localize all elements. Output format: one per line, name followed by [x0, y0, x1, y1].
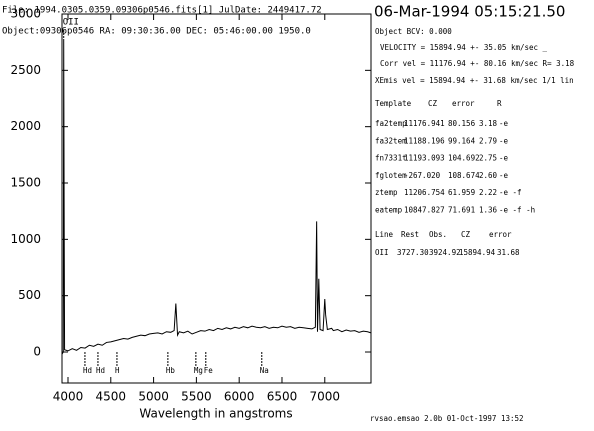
table-header: CZ — [428, 99, 438, 108]
table-cell: 2.22 — [479, 188, 497, 197]
table-cell: eatemp — [375, 206, 403, 215]
table-cell: -e — [499, 119, 509, 128]
table-cell: fglotem — [375, 171, 407, 180]
line-label: Hd — [96, 366, 105, 375]
table-cell: 3.18 — [479, 119, 498, 128]
table-cell: 80.156 — [448, 119, 476, 128]
line-label: Mg — [194, 366, 203, 375]
table-cell: 2.60 — [479, 171, 498, 180]
table-cell: ztemp — [375, 188, 398, 197]
y-tick-label: 2000 — [10, 119, 41, 133]
y-tick-label: 1500 — [10, 176, 41, 190]
line-label: OII — [63, 18, 79, 28]
velocity: VELOCITY = 15894.94 +- 35.05 km/sec _ — [380, 43, 548, 52]
table-cell: -e -f — [499, 188, 522, 197]
table-cell: 11193.093 — [404, 154, 445, 163]
table-header: error — [452, 99, 475, 108]
table-header: Rest — [401, 230, 419, 239]
x-tick-label: 6500 — [267, 390, 298, 404]
table-cell: 2.79 — [479, 136, 497, 145]
y-tick-label: 1000 — [10, 232, 41, 246]
line-label: H — [115, 366, 120, 375]
table-cell: fa32tem — [375, 136, 407, 145]
table-header: CZ — [461, 230, 471, 239]
x-axis-label: Wavelength in angstroms — [139, 407, 292, 421]
table-cell: 2.75 — [479, 154, 497, 163]
table-cell: 1.36 — [479, 206, 498, 215]
footer: rvsao.emsao 2.0b 01-Oct-1997 13:52 — [370, 414, 524, 423]
x-tick-label: 6000 — [224, 390, 255, 404]
table-cell: 71.691 — [448, 206, 475, 215]
emission-velocity: XEmis vel = 15894.94 +- 31.68 km/sec 1/1… — [375, 76, 574, 85]
object-line: Object:09306p0546 RA: 09:30:36.00 DEC: 0… — [2, 27, 311, 37]
table-header: Line — [375, 230, 394, 239]
table-header: Template — [375, 99, 412, 108]
table-cell: fa2temp — [375, 119, 407, 128]
table-cell: 108.674 — [448, 171, 480, 180]
table-cell: 31.68 — [497, 248, 520, 257]
x-tick-label: 5500 — [181, 390, 212, 404]
line-label: Hd — [83, 366, 92, 375]
table-cell: 3924.92 — [429, 248, 461, 257]
x-tick-label: 7000 — [310, 390, 341, 404]
x-tick-label: 4000 — [53, 390, 84, 404]
bcv: Object BCV: 0.000 — [375, 27, 452, 36]
line-label: Fe — [204, 366, 214, 375]
table-header: R — [497, 99, 502, 108]
table-cell: 15894.94 — [459, 248, 496, 257]
line-label: Hb — [166, 366, 176, 375]
plot-frame — [61, 13, 372, 384]
table-cell: 104.692 — [448, 154, 480, 163]
table-cell: 61.959 — [448, 188, 475, 197]
table-cell: 3727.30 — [397, 248, 429, 257]
table-cell: 10847.827 — [404, 206, 445, 215]
table-cell: -e — [499, 171, 509, 180]
y-tick-label: 500 — [18, 288, 41, 302]
table-cell: -e — [499, 154, 509, 163]
table-header: Obs. — [429, 230, 447, 239]
table-cell: -267.020 — [404, 171, 441, 180]
y-tick-label: 3000 — [10, 7, 41, 21]
date: 06-Mar-1994 05:15:21.50 — [374, 3, 565, 21]
table-cell: -e — [499, 136, 509, 145]
spectrum — [61, 41, 372, 355]
table-cell: 11188.196 — [404, 136, 445, 145]
x-tick-label: 5000 — [138, 390, 169, 404]
y-tick-label: 2500 — [10, 63, 41, 77]
table-cell: -e -f -h — [499, 206, 535, 215]
table-cell: 99.164 — [448, 136, 476, 145]
table-cell: 11176.941 — [404, 119, 445, 128]
table-cell: OII — [375, 248, 389, 257]
y-tick-label: 0 — [33, 345, 41, 359]
file-line: File: 1994.0305.0359.09306p0546.fits[1] … — [2, 6, 322, 16]
x-tick-label: 4500 — [96, 390, 127, 404]
table-cell: 11206.754 — [404, 188, 445, 197]
line-label: Na — [260, 366, 269, 375]
table-cell: fn7331t — [375, 154, 407, 163]
corr-velocity: Corr vel = 11176.94 +- 80.16 km/sec R= 3… — [380, 59, 575, 68]
table-header: error — [489, 230, 512, 239]
